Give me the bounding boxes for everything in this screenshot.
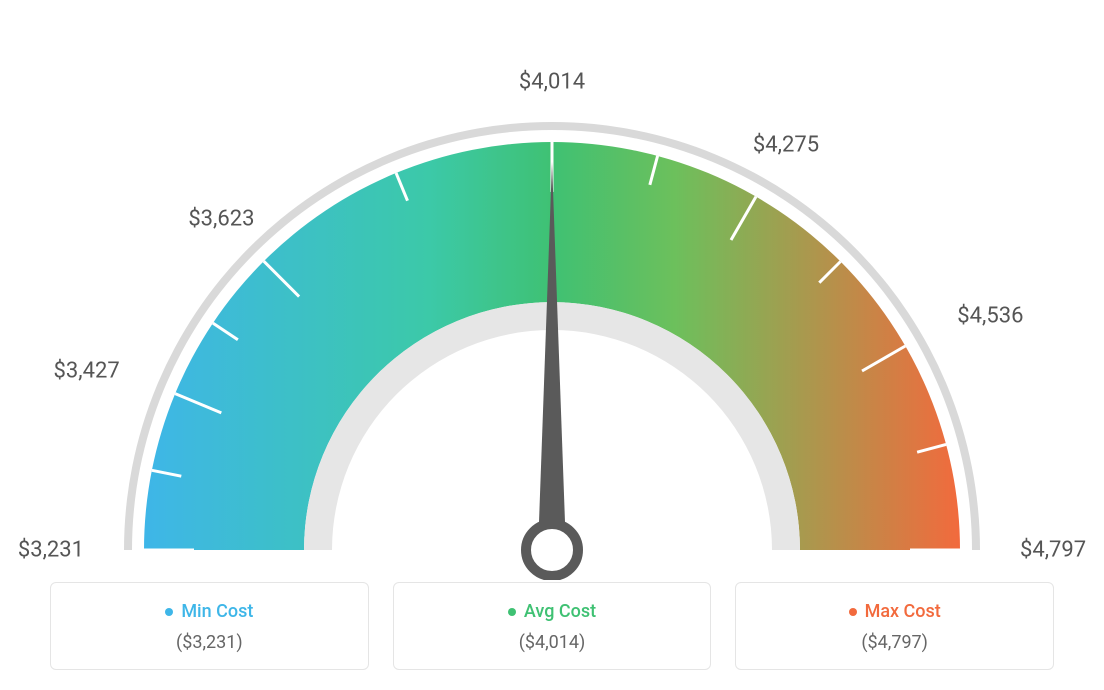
gauge-tick-label: $3,231 [18, 538, 84, 563]
legend-value-avg: ($4,014) [414, 632, 691, 653]
legend-card-min: Min Cost ($3,231) [50, 582, 369, 671]
gauge-tick-label: $4,275 [753, 132, 819, 157]
gauge-tick-label: $4,014 [519, 70, 585, 95]
legend-title-max: Max Cost [849, 601, 941, 622]
dot-icon [849, 608, 857, 616]
legend-value-max: ($4,797) [756, 632, 1033, 653]
legend-title-avg: Avg Cost [508, 601, 596, 622]
legend-card-avg: Avg Cost ($4,014) [393, 582, 712, 671]
legend-title-text: Avg Cost [524, 601, 596, 622]
gauge-tick-label: $4,797 [1020, 538, 1086, 563]
gauge-tick-label: $4,536 [957, 304, 1023, 329]
legend-title-text: Max Cost [865, 601, 941, 622]
legend-value-min: ($3,231) [71, 632, 348, 653]
legend-card-max: Max Cost ($4,797) [735, 582, 1054, 671]
cost-gauge: $3,231 $3,427 $3,623 $4,014 $4,275 $4,536 $4,7… [0, 20, 1104, 580]
legend-row: Min Cost ($3,231) Avg Cost ($4,014) Max … [50, 582, 1054, 671]
gauge-tick-label: $3,623 [188, 206, 254, 231]
dot-icon [165, 608, 173, 616]
gauge-svg [0, 20, 1104, 580]
legend-title-min: Min Cost [165, 601, 253, 622]
dot-icon [508, 608, 516, 616]
gauge-tick-label: $3,427 [54, 358, 120, 383]
legend-title-text: Min Cost [181, 601, 253, 622]
